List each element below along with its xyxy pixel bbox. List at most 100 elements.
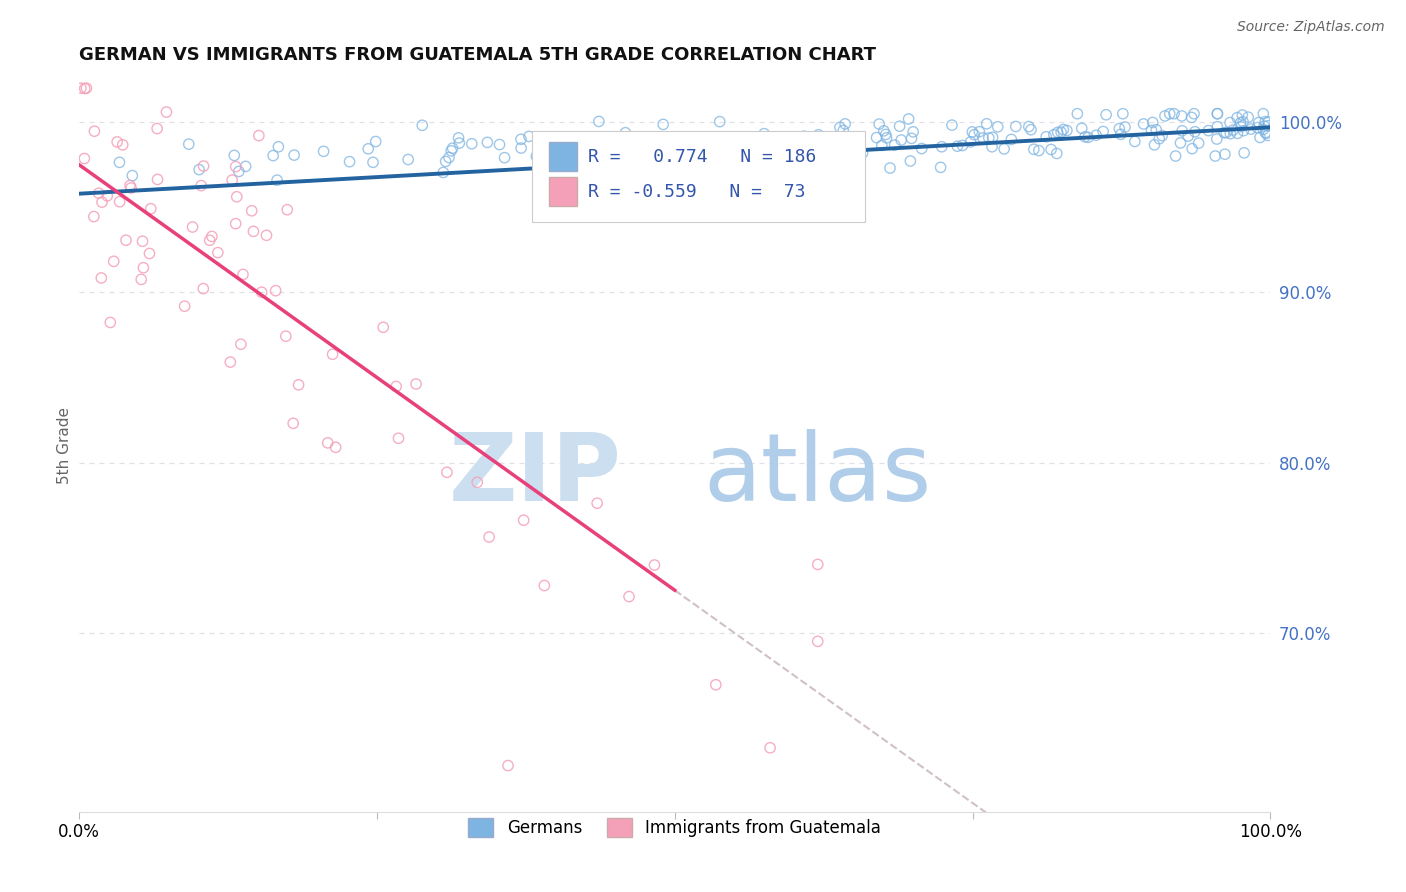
Point	[432, 165, 454, 179]
Point	[1257, 115, 1279, 129]
Point	[793, 161, 815, 175]
Point	[1232, 108, 1254, 122]
Point	[235, 160, 257, 174]
Point	[579, 141, 602, 155]
Point	[488, 137, 510, 152]
Point	[1184, 125, 1206, 139]
Point	[1240, 122, 1263, 136]
Point	[188, 162, 211, 177]
Point	[357, 142, 380, 156]
Point	[650, 150, 672, 164]
Point	[1144, 122, 1167, 136]
Point	[325, 440, 347, 454]
Point	[138, 246, 160, 260]
Point	[586, 496, 609, 510]
Point	[405, 376, 427, 391]
Point	[193, 159, 215, 173]
Point	[1142, 115, 1164, 129]
Point	[631, 145, 654, 160]
Point	[851, 146, 873, 161]
Point	[981, 130, 1004, 145]
Point	[1204, 149, 1226, 163]
Point	[900, 131, 922, 145]
Point	[83, 124, 105, 138]
Point	[131, 234, 153, 248]
Point	[897, 112, 920, 126]
Point	[1022, 142, 1045, 156]
Point	[547, 152, 569, 166]
Point	[969, 125, 991, 139]
Point	[876, 131, 898, 145]
Point	[132, 260, 155, 275]
Point	[198, 233, 221, 247]
Point	[627, 163, 650, 178]
Point	[262, 148, 284, 162]
Point	[207, 245, 229, 260]
Point	[1052, 122, 1074, 136]
Point	[517, 129, 540, 144]
Point	[1035, 129, 1057, 144]
Point	[1226, 111, 1249, 125]
Point	[1050, 125, 1073, 139]
Point	[752, 127, 775, 141]
Point	[807, 634, 830, 648]
Point	[807, 558, 830, 572]
Point	[266, 173, 288, 187]
Point	[643, 558, 665, 572]
Point	[339, 154, 361, 169]
Point	[589, 136, 612, 151]
Point	[946, 139, 969, 153]
Point	[478, 530, 501, 544]
Point	[193, 282, 215, 296]
Point	[963, 128, 986, 142]
Point	[901, 125, 924, 139]
Point	[647, 136, 669, 151]
Point	[1230, 120, 1253, 134]
Point	[411, 118, 433, 132]
Point	[883, 138, 905, 153]
Point	[1004, 120, 1026, 134]
Point	[524, 149, 547, 163]
Point	[496, 758, 519, 772]
Point	[834, 117, 856, 131]
Point	[759, 740, 782, 755]
Point	[1066, 106, 1088, 120]
Point	[696, 155, 718, 169]
Point	[1123, 135, 1146, 149]
Point	[1170, 136, 1192, 150]
Point	[274, 329, 297, 343]
Point	[1219, 127, 1241, 141]
Point	[242, 224, 264, 238]
Point	[1152, 128, 1174, 143]
Point	[447, 131, 470, 145]
Point	[1040, 143, 1063, 157]
Point	[868, 117, 890, 131]
Point	[776, 145, 799, 160]
Point	[250, 285, 273, 300]
Point	[276, 202, 298, 217]
Point	[1095, 108, 1118, 122]
Point	[1132, 117, 1154, 131]
Point	[1181, 111, 1204, 125]
Point	[1177, 129, 1199, 144]
Point	[792, 147, 814, 161]
Point	[557, 150, 579, 164]
Point	[1163, 106, 1185, 120]
Point	[1233, 145, 1256, 160]
Point	[146, 172, 169, 186]
Point	[1254, 114, 1277, 128]
Point	[232, 268, 254, 282]
Point	[1188, 136, 1211, 150]
Point	[889, 119, 911, 133]
Point	[1164, 149, 1187, 163]
Point	[952, 138, 974, 153]
Point	[1171, 124, 1194, 138]
Point	[1043, 128, 1066, 142]
Point	[75, 81, 97, 95]
Point	[225, 160, 247, 174]
Point	[264, 284, 287, 298]
Point	[574, 155, 596, 169]
Point	[709, 114, 731, 128]
Point	[1018, 120, 1040, 134]
Point	[652, 117, 675, 131]
